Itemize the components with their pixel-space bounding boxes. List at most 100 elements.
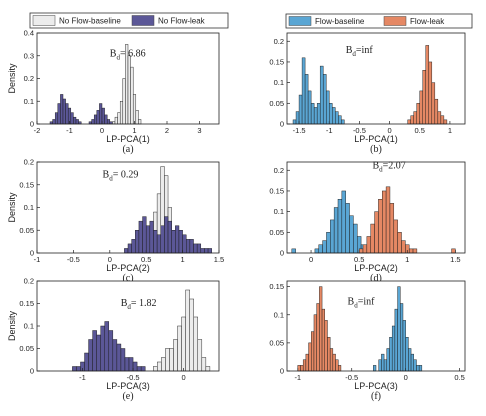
hist-bar xyxy=(164,216,169,254)
hist-bar xyxy=(305,353,309,372)
hist-bar xyxy=(106,119,111,125)
x-tick-label: -1 xyxy=(326,126,333,135)
x-tick-label: -1 xyxy=(66,126,73,135)
hist-bar xyxy=(116,343,122,372)
panel-caption: (e) xyxy=(122,391,133,402)
hist-bar xyxy=(156,234,161,254)
hist-bar xyxy=(408,248,414,254)
hist-bar xyxy=(326,232,331,254)
legend-swatch xyxy=(32,15,56,26)
hist-bar xyxy=(322,240,327,254)
x-tick-label: 0 xyxy=(404,373,408,382)
axes-box xyxy=(286,161,466,254)
hist-bar xyxy=(402,320,406,372)
y-tick-label: 0 xyxy=(280,120,284,129)
y-tick-label: 0.3 xyxy=(24,51,34,60)
hist-bar xyxy=(186,239,191,254)
hist-bar xyxy=(142,216,147,254)
hist-bar xyxy=(104,321,110,372)
hist-bar xyxy=(135,230,140,254)
hist-bar xyxy=(302,359,307,372)
y-tick-label: 0.15 xyxy=(19,180,34,189)
hist-bar xyxy=(127,243,132,254)
y-tick-label: 0 xyxy=(30,367,34,376)
bd-annotation: Bd= 0.29 xyxy=(103,169,139,182)
hist-bar xyxy=(205,366,211,372)
hist-bar xyxy=(193,316,198,372)
hist-bar xyxy=(131,239,136,254)
y-tick-label: 0.05 xyxy=(269,228,284,237)
axes-box xyxy=(286,280,466,372)
panel-e: -1 -0.5 0 0 0.05 0.1 0.15 0.2 LP-PCA(3)(e) Densit… xyxy=(7,277,220,402)
y-tick-label: 0.05 xyxy=(269,99,284,108)
hist-bar xyxy=(353,223,358,254)
hist-bar xyxy=(135,110,139,125)
x-tick-label: 1 xyxy=(181,255,185,264)
x-tick-label: -0.5 xyxy=(127,373,140,382)
hist-bar xyxy=(173,339,178,372)
hist-bar xyxy=(298,94,303,125)
bd-annotation: Bd=inf xyxy=(348,296,376,309)
hist-bar xyxy=(341,119,345,125)
hist-bar xyxy=(330,219,335,254)
hist-bar xyxy=(419,90,423,125)
hist-bar xyxy=(431,82,436,125)
hist-bar xyxy=(440,115,445,125)
hist-bar xyxy=(182,234,187,254)
x-tick-label: 1.5 xyxy=(214,255,224,264)
hist-bar xyxy=(333,207,339,254)
hist-bar xyxy=(416,365,420,372)
hist-bar xyxy=(167,220,172,254)
hist-bar xyxy=(157,361,162,372)
y-tick-label: 0.2 xyxy=(274,166,284,175)
hist-bar xyxy=(124,248,129,254)
x-tick-label: 0.5 xyxy=(415,126,425,135)
hist-bar xyxy=(341,190,346,254)
hist-bar xyxy=(201,357,207,372)
x-tick-label: -1 xyxy=(34,255,41,264)
hist-bar xyxy=(91,119,95,125)
hist-bar xyxy=(112,339,118,372)
hist-bar xyxy=(117,112,121,125)
hist-bar xyxy=(345,203,350,254)
hist-bar xyxy=(185,289,190,372)
hist-bar xyxy=(358,248,364,254)
hist-bar xyxy=(301,57,306,125)
hist-bar xyxy=(177,325,182,372)
hist-bar xyxy=(422,70,427,125)
hist-bar xyxy=(132,361,138,372)
x-tick-label: 0 xyxy=(108,255,112,264)
x-tick-label: -0.5 xyxy=(345,373,358,382)
hist-bar xyxy=(383,359,388,372)
hist-bar xyxy=(397,232,402,254)
hist-bar xyxy=(451,248,456,254)
legend-swatch xyxy=(383,16,407,26)
hist-bar xyxy=(338,115,342,125)
panel-caption: (b) xyxy=(370,144,382,155)
y-tick-label: 0.1 xyxy=(274,207,284,216)
hist-bar xyxy=(127,55,131,125)
x-tick-label: 0 xyxy=(387,126,391,135)
hist-bar xyxy=(165,348,170,372)
series-leak xyxy=(407,45,448,125)
hist-bar xyxy=(389,337,393,372)
x-tick-label: 1 xyxy=(405,255,409,264)
hist-bar xyxy=(410,353,414,372)
hist-bar xyxy=(310,103,315,125)
hist-bar xyxy=(196,243,202,254)
y-axis-label: Density xyxy=(7,63,17,94)
x-axis-label: LP-PCA(3) xyxy=(106,381,150,391)
hist-bar xyxy=(119,101,124,125)
y-tick-label: 0 xyxy=(30,249,34,258)
y-tick-label: 0.05 xyxy=(19,226,34,235)
hist-bar xyxy=(425,45,430,125)
hist-bar xyxy=(418,365,423,372)
hist-bar xyxy=(370,223,375,254)
hist-bar xyxy=(335,359,339,372)
x-tick-label: 1 xyxy=(448,126,452,135)
hist-bar xyxy=(314,248,319,254)
hist-bar xyxy=(207,248,212,254)
y-tick-label: 0.15 xyxy=(269,57,284,66)
bd-annotation: Bd= 1.82 xyxy=(121,298,157,311)
